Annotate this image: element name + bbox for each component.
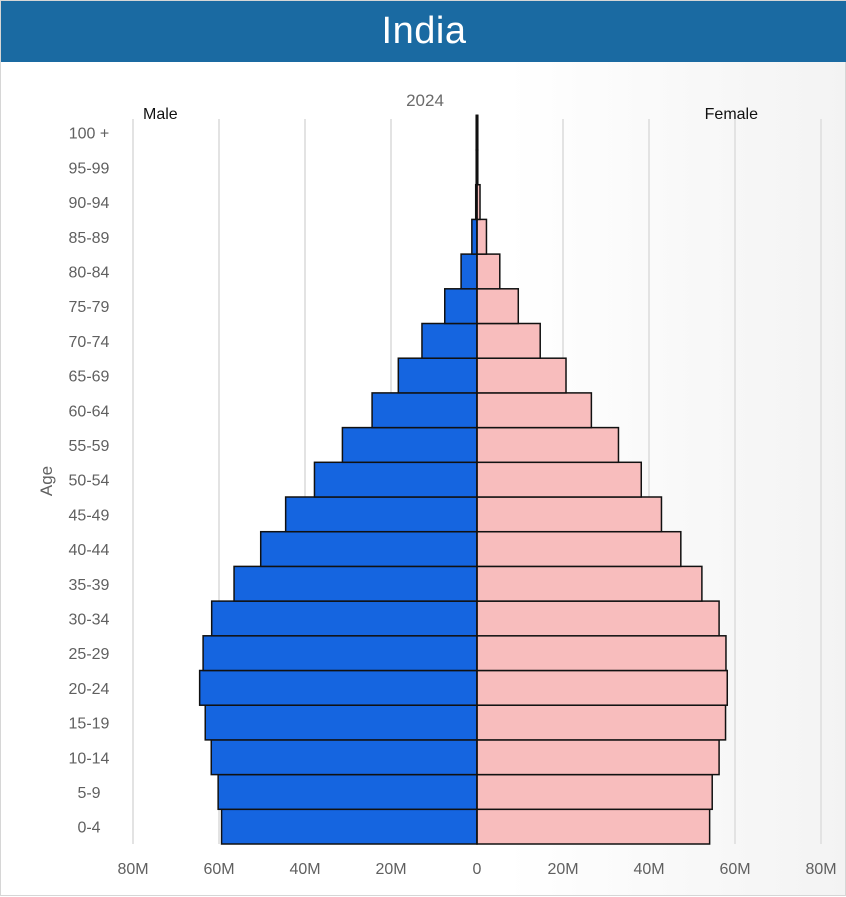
age-tick-label: 90-94 — [69, 195, 110, 212]
x-tick-labels: 80M 60M 40M 20M 0 20M 40M 60M 80M — [117, 861, 836, 878]
male-bar — [460, 253, 478, 290]
male-bar — [471, 218, 478, 255]
male-bar — [204, 704, 478, 741]
female-bar — [476, 461, 643, 498]
female-bar — [476, 253, 501, 290]
male-bar — [313, 461, 478, 498]
age-tick-label: 85-89 — [69, 230, 110, 247]
age-tick-label: 25-29 — [69, 646, 110, 663]
male-bar — [202, 635, 478, 672]
age-tick-label: 0-4 — [77, 820, 100, 837]
page-title: India — [381, 10, 467, 52]
male-bar — [220, 808, 478, 845]
male-bar — [284, 496, 478, 533]
male-bar — [397, 357, 478, 394]
age-tick-label: 20-24 — [69, 681, 110, 698]
female-bar — [476, 357, 567, 394]
male-bar — [198, 669, 478, 706]
x-tick-label: 80M — [805, 861, 836, 878]
male-bar — [210, 600, 478, 637]
female-bar — [476, 426, 620, 464]
female-bar — [476, 530, 682, 568]
age-tick-label: 10-14 — [69, 750, 110, 767]
male-bar — [421, 322, 478, 359]
x-tick-label: 20M — [375, 861, 406, 878]
female-bar — [476, 565, 703, 602]
male-bar — [259, 530, 478, 568]
age-tick-label: 95-99 — [69, 160, 110, 177]
male-bar — [210, 739, 478, 776]
male-bar — [233, 565, 478, 602]
age-tick-label: 55-59 — [69, 438, 110, 455]
male-bar — [341, 426, 478, 464]
x-tick-label: 40M — [289, 861, 320, 878]
female-bar — [476, 322, 541, 359]
x-tick-label: 40M — [633, 861, 664, 878]
male-bar — [444, 288, 478, 325]
female-bar — [476, 704, 727, 741]
x-tick-label: 0 — [473, 861, 482, 878]
female-bar — [476, 288, 520, 325]
male-bar — [217, 773, 478, 811]
female-bar — [476, 669, 729, 706]
male-bar — [371, 392, 478, 429]
x-tick-label: 20M — [547, 861, 578, 878]
age-tick-label: 100 + — [69, 126, 109, 143]
female-bar — [476, 392, 593, 429]
female-side-label: Female — [705, 106, 758, 123]
x-tick-label: 60M — [203, 861, 234, 878]
bars — [198, 114, 729, 845]
x-tick-label: 80M — [117, 861, 148, 878]
female-bar — [476, 635, 727, 672]
age-tick-label: 40-44 — [69, 542, 110, 559]
age-tick-label: 60-64 — [69, 403, 110, 420]
age-tick-label: 30-34 — [69, 611, 110, 628]
female-bar — [476, 739, 720, 776]
age-tick-label: 75-79 — [69, 299, 110, 316]
male-side-label: Male — [143, 106, 178, 123]
female-bar — [476, 808, 711, 845]
y-axis-label: Age — [37, 466, 56, 496]
age-tick-label: 45-49 — [69, 507, 110, 524]
female-bar — [476, 600, 720, 637]
age-tick-label: 50-54 — [69, 473, 110, 490]
chart-subtitle: 2024 — [406, 91, 444, 110]
female-bar — [476, 218, 488, 255]
age-tick-label: 5-9 — [77, 785, 100, 802]
female-bar — [476, 773, 713, 811]
age-tick-label: 65-69 — [69, 369, 110, 386]
age-tick-label: 15-19 — [69, 716, 110, 733]
x-tick-label: 60M — [719, 861, 750, 878]
age-tick-labels: 0-4 5-9 10-14 15-19 20-24 25-29 30-34 35-39 40-4… — [69, 126, 110, 837]
age-tick-label: 80-84 — [69, 264, 110, 281]
female-bar — [476, 496, 663, 533]
age-tick-label: 35-39 — [69, 577, 110, 594]
age-tick-label: 70-74 — [69, 334, 110, 351]
title-bar: India — [1, 1, 846, 62]
